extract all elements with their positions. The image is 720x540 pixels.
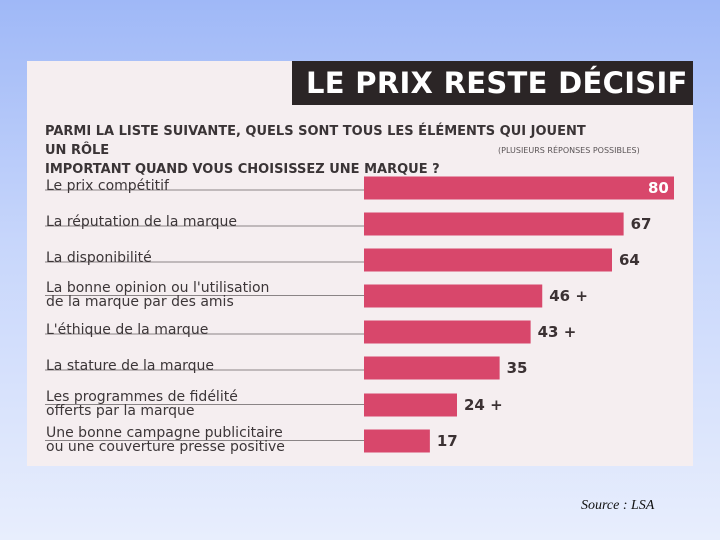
category-label: Les programmes de fidélité offerts par la… — [46, 390, 346, 418]
infographic-card: LE PRIX RESTE DÉCISIF PARMI LA LISTE SUI… — [27, 61, 693, 466]
bar — [364, 176, 674, 200]
value-label: 17 — [436, 432, 458, 450]
bar-chart — [45, 176, 674, 453]
source-caption: Source : LSA — [581, 498, 655, 513]
category-label-line: La réputation de la marque — [46, 214, 237, 230]
category-label-line: offerts par la marque — [46, 403, 195, 419]
value-label: 80 — [648, 179, 669, 197]
bar — [364, 248, 612, 272]
category-label: Le prix compétitif — [46, 179, 346, 193]
value-label: 43 + — [537, 323, 577, 341]
category-label-line: ou une couverture presse positive — [46, 439, 285, 455]
value-label: 46 + — [549, 287, 588, 305]
value-label: 64 — [619, 251, 640, 269]
category-label-line: de la marque par des amis — [46, 294, 234, 310]
category-label: L'éthique de la marque — [46, 323, 346, 337]
chart-question: PARMI LA LISTE SUIVANTE, QUELS SONT TOUS… — [45, 122, 605, 179]
value-label: 35 — [506, 359, 528, 377]
value-label: 24 + — [464, 396, 503, 414]
question-line-1: PARMI LA LISTE SUIVANTE, QUELS SONT TOUS… — [45, 124, 586, 158]
category-label-line: Le prix compétitif — [46, 178, 169, 194]
category-label-line: Une bonne campagne publicitaire — [46, 425, 283, 441]
value-label: 67 — [630, 215, 652, 233]
category-label-line: L'éthique de la marque — [46, 322, 209, 338]
category-label: La stature de la marque — [46, 359, 346, 373]
category-label: La disponibilité — [46, 251, 346, 265]
category-label: La bonne opinion ou l'utilisation de la m… — [46, 281, 346, 309]
bar — [364, 429, 430, 453]
bar — [364, 356, 500, 380]
bar — [364, 393, 457, 417]
bar — [364, 212, 624, 236]
category-label-line: La bonne opinion ou l'utilisation — [46, 280, 270, 296]
category-label-line: La disponibilité — [46, 250, 152, 266]
category-label-line: Les programmes de fidélité — [46, 389, 238, 405]
question-line-2: IMPORTANT QUAND VOUS CHOISISSEZ UNE MARQ… — [45, 162, 440, 177]
category-label: Une bonne campagne publicitaire ou une co… — [46, 426, 346, 454]
bar — [364, 320, 531, 344]
bar — [364, 284, 543, 308]
chart-title: LE PRIX RESTE DÉCISIF — [292, 61, 693, 105]
chart-note: (PLUSIEURS RÉPONSES POSSIBLES) — [498, 146, 640, 155]
category-label-line: La stature de la marque — [46, 358, 215, 374]
category-label: La réputation de la marque — [46, 215, 346, 229]
